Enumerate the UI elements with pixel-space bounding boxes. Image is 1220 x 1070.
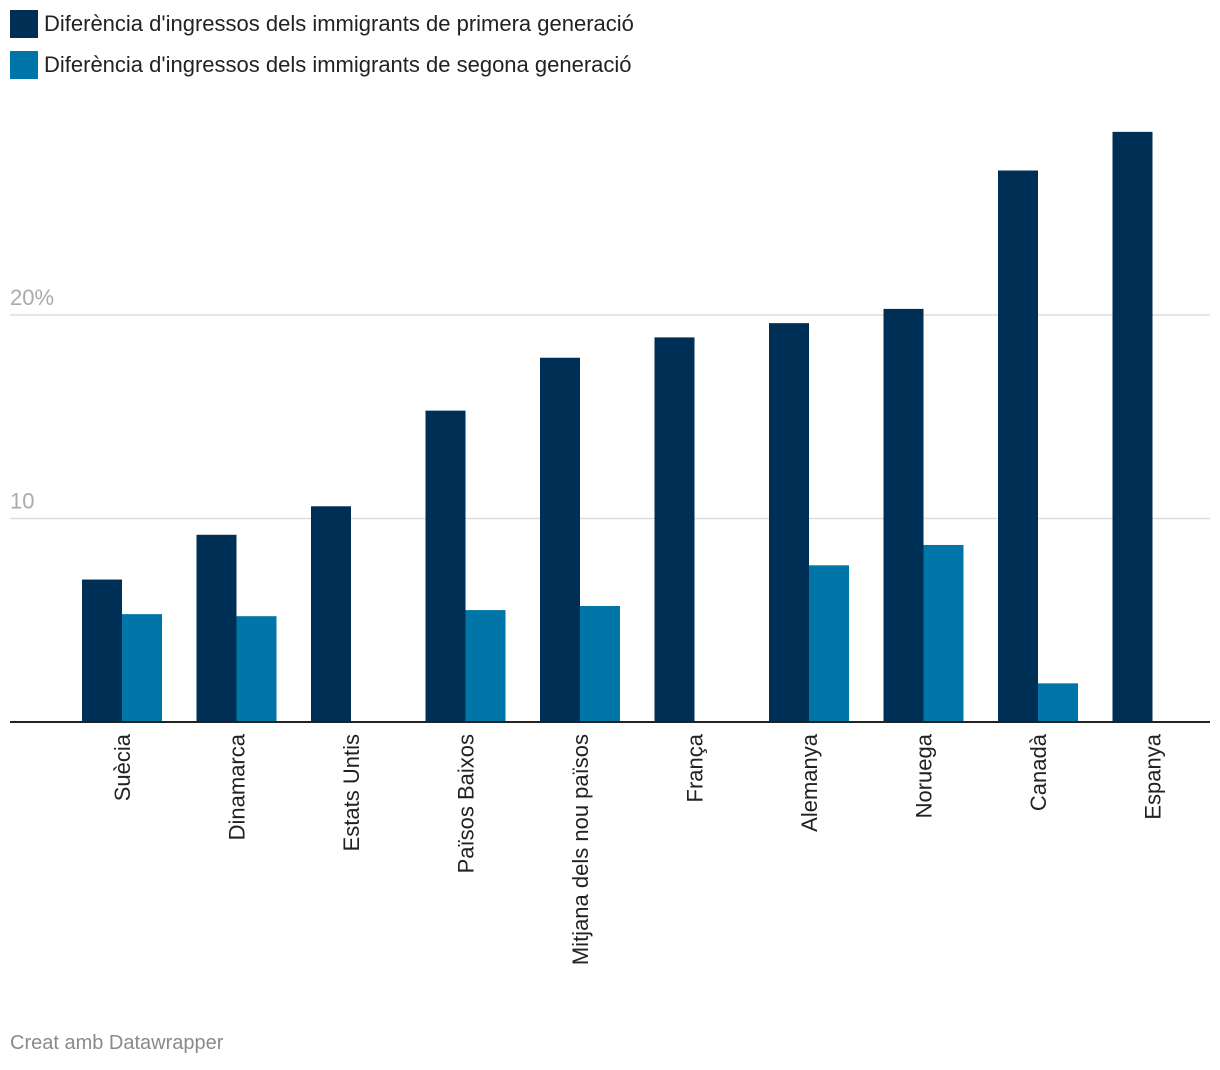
x-tick-label-1: Dinamarca xyxy=(225,733,250,840)
bar-second-gen-1 xyxy=(236,616,277,722)
y-tick-label-10: 10 xyxy=(10,489,34,514)
legend-label-second-generation: Diferència d'ingressos dels immigrants d… xyxy=(44,52,632,77)
x-tick-label-2: Estats Untis xyxy=(339,734,364,851)
legend-item-second-generation: Diferència d'ingressos dels immigrants d… xyxy=(10,51,634,79)
bar-first-gen-2 xyxy=(311,506,351,722)
legend-item-first-generation: Diferència d'ingressos dels immigrants d… xyxy=(10,10,634,38)
legend-swatch-second-generation xyxy=(10,51,38,79)
bar-second-gen-0 xyxy=(122,614,162,722)
bar-chart: 10 20% Suècia Dinamarca Estats Untis Països B… xyxy=(10,131,1210,965)
bar-second-gen-6 xyxy=(809,565,849,722)
bar-first-gen-0 xyxy=(82,579,122,722)
bar-second-gen-3 xyxy=(465,610,506,722)
bar-first-gen-3 xyxy=(425,410,466,722)
datawrapper-credit: Creat amb Datawrapper xyxy=(10,1032,224,1054)
bar-first-gen-8 xyxy=(998,170,1038,722)
bar-first-gen-1 xyxy=(196,534,237,722)
x-tick-label-4: Mitjana dels nou països xyxy=(568,734,593,965)
x-tick-label-5: França xyxy=(683,733,708,802)
bar-first-gen-7 xyxy=(883,308,924,722)
legend-label-first-generation: Diferència d'ingressos dels immigrants d… xyxy=(44,11,634,36)
bar-first-gen-6 xyxy=(769,323,809,722)
chart-legend: Diferència d'ingressos dels immigrants d… xyxy=(10,10,634,92)
x-tick-label-3: Països Baixos xyxy=(454,734,479,873)
x-tick-label-0: Suècia xyxy=(110,733,135,801)
bar-second-gen-4 xyxy=(580,606,620,722)
bar-second-gen-8 xyxy=(1038,683,1078,722)
x-tick-label-8: Canadà xyxy=(1026,733,1051,811)
legend-swatch-first-generation xyxy=(10,10,38,38)
bar-first-gen-9 xyxy=(1112,131,1153,723)
x-tick-label-9: Espanya xyxy=(1141,733,1166,819)
y-tick-label-20: 20% xyxy=(10,285,54,310)
bar-first-gen-4 xyxy=(540,357,580,722)
x-tick-label-7: Noruega xyxy=(912,733,937,818)
x-tick-label-6: Alemanya xyxy=(797,733,822,832)
bar-second-gen-7 xyxy=(923,544,964,722)
bar-first-gen-5 xyxy=(654,337,695,722)
